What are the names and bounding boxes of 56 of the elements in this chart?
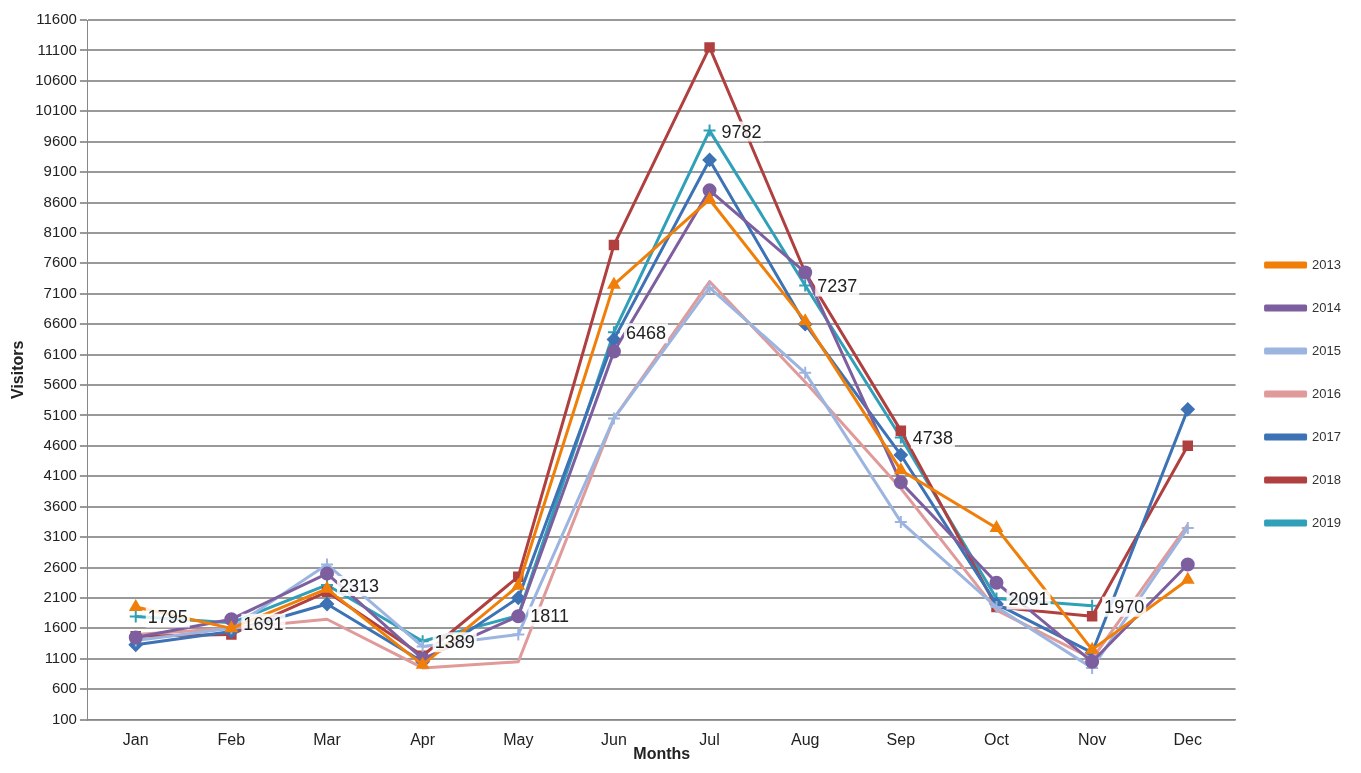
- y-tick-label: 7100: [43, 283, 77, 301]
- data-label: 7237: [817, 276, 858, 297]
- y-tick-label: 10600: [35, 70, 77, 88]
- y-tick-label: 1600: [43, 618, 77, 636]
- y-tick-label: 9600: [43, 131, 77, 149]
- y-tick-label: 5100: [43, 405, 77, 423]
- y-tick-label: 2100: [43, 588, 77, 606]
- y-tick-label: 3600: [43, 496, 77, 514]
- x-tick-label: Nov: [1077, 730, 1107, 748]
- x-axis-title: Months: [633, 744, 691, 762]
- y-tick-label: 11600: [36, 10, 77, 28]
- x-tick-label: Sep: [886, 730, 916, 748]
- x-tick-label: Aug: [790, 730, 820, 748]
- legend-label: 2017: [1312, 428, 1341, 444]
- y-tick-label: 6100: [43, 344, 77, 362]
- y-tick-label: 2600: [43, 557, 77, 575]
- x-tick-label: Oct: [984, 730, 1010, 748]
- data-label: 4738: [912, 428, 953, 449]
- data-label: 6468: [625, 323, 666, 344]
- data-label: 1811: [530, 606, 570, 627]
- x-tick-label: Jan: [122, 730, 149, 748]
- x-tick-label: Apr: [410, 730, 436, 748]
- data-label: 2313: [339, 575, 380, 596]
- x-tick-label: Mar: [313, 730, 342, 748]
- y-tick-label: 8600: [43, 192, 77, 210]
- x-tick-label: Jun: [601, 730, 627, 748]
- legend-label: 2015: [1312, 342, 1341, 358]
- data-label: 2091: [1008, 589, 1049, 610]
- y-tick-label: 4100: [43, 466, 77, 484]
- y-tick-label: 3100: [43, 527, 77, 545]
- data-label: 1691: [243, 613, 284, 634]
- y-tick-label: 8100: [43, 223, 77, 241]
- y-tick-label: 1100: [44, 648, 77, 666]
- x-tick-label: May: [503, 730, 534, 748]
- x-tick-label: Feb: [217, 730, 246, 748]
- legend-label: 2014: [1312, 299, 1341, 315]
- y-tick-label: 5600: [43, 375, 77, 393]
- y-tick-label: 11100: [37, 40, 77, 58]
- data-label: 1389: [434, 632, 475, 653]
- y-tick-label: 6600: [43, 314, 77, 332]
- y-tick-label: 600: [51, 679, 77, 697]
- legend-label: 2013: [1312, 256, 1341, 272]
- y-tick-label: 10100: [35, 101, 77, 119]
- legend-label: 2016: [1312, 385, 1341, 401]
- y-tick-label: 100: [51, 709, 77, 727]
- y-tick-label: 7600: [43, 253, 77, 271]
- data-label: 1795: [147, 607, 188, 628]
- y-tick-label: 4600: [43, 435, 77, 453]
- legend-label: 2019: [1312, 514, 1341, 530]
- data-label: 9782: [721, 121, 762, 142]
- y-axis-title: Visitors: [9, 340, 27, 399]
- y-tick-label: 9100: [43, 162, 77, 180]
- x-tick-label: Jul: [699, 730, 720, 748]
- x-tick-label: Dec: [1173, 730, 1202, 748]
- data-label: 1970: [1104, 596, 1145, 617]
- legend-label: 2018: [1312, 471, 1341, 487]
